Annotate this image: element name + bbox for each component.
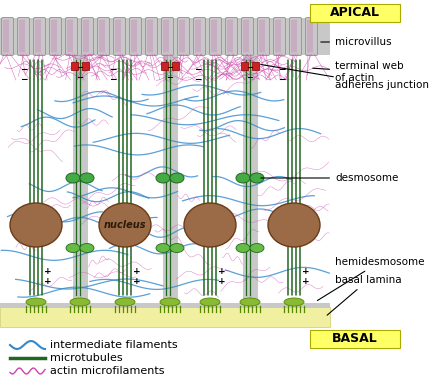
- Ellipse shape: [99, 203, 151, 247]
- Bar: [252, 62, 259, 70]
- FancyBboxPatch shape: [225, 17, 238, 56]
- Bar: [243, 55, 258, 307]
- Bar: [73, 55, 88, 307]
- Text: +: +: [302, 278, 310, 286]
- FancyBboxPatch shape: [34, 17, 45, 56]
- Bar: [82, 62, 89, 70]
- Text: +: +: [133, 267, 141, 276]
- Text: +: +: [44, 278, 52, 286]
- FancyBboxPatch shape: [66, 17, 78, 56]
- FancyBboxPatch shape: [310, 4, 400, 22]
- FancyBboxPatch shape: [82, 17, 93, 56]
- Text: microtubules: microtubules: [50, 353, 123, 363]
- FancyBboxPatch shape: [146, 17, 157, 56]
- Ellipse shape: [200, 298, 220, 306]
- Text: −: −: [278, 66, 285, 74]
- Bar: [178, 55, 243, 307]
- Bar: [0, 55, 73, 307]
- Text: −: −: [109, 76, 116, 85]
- FancyBboxPatch shape: [177, 17, 190, 56]
- Bar: [163, 55, 178, 307]
- FancyBboxPatch shape: [242, 17, 254, 56]
- FancyBboxPatch shape: [97, 17, 109, 56]
- FancyBboxPatch shape: [49, 17, 61, 56]
- FancyBboxPatch shape: [18, 17, 30, 56]
- Text: −: −: [109, 66, 116, 74]
- Ellipse shape: [250, 244, 264, 252]
- Ellipse shape: [240, 298, 260, 306]
- Ellipse shape: [170, 173, 184, 183]
- Text: −: −: [194, 76, 202, 85]
- Bar: [258, 55, 330, 307]
- FancyBboxPatch shape: [194, 17, 206, 56]
- Bar: [88, 55, 163, 307]
- Text: nucleus: nucleus: [104, 220, 146, 230]
- Text: +: +: [218, 278, 226, 286]
- Ellipse shape: [236, 244, 250, 252]
- Ellipse shape: [236, 173, 250, 183]
- FancyBboxPatch shape: [161, 17, 173, 56]
- Text: −: −: [166, 73, 173, 83]
- FancyBboxPatch shape: [310, 330, 400, 348]
- FancyBboxPatch shape: [1, 17, 14, 56]
- Bar: [0, 18, 330, 56]
- Text: −: −: [166, 64, 173, 73]
- Text: actin microfilaments: actin microfilaments: [50, 366, 164, 376]
- Text: −: −: [246, 73, 253, 83]
- Text: −: −: [194, 66, 202, 74]
- FancyBboxPatch shape: [130, 17, 142, 56]
- Ellipse shape: [80, 173, 94, 183]
- Ellipse shape: [156, 173, 170, 183]
- Ellipse shape: [156, 244, 170, 252]
- Bar: [0, 303, 330, 308]
- Ellipse shape: [10, 203, 62, 247]
- Text: −: −: [20, 76, 27, 85]
- Bar: [71, 62, 78, 70]
- Text: intermediate filaments: intermediate filaments: [50, 340, 178, 350]
- FancyBboxPatch shape: [258, 17, 269, 56]
- Text: hemidesmosome: hemidesmosome: [318, 257, 425, 301]
- Text: APICAL: APICAL: [330, 7, 380, 20]
- Text: adherens junction: adherens junction: [261, 64, 429, 90]
- FancyBboxPatch shape: [113, 17, 126, 56]
- Bar: [172, 62, 179, 70]
- Text: +: +: [44, 267, 52, 276]
- Ellipse shape: [26, 298, 46, 306]
- Bar: [241, 62, 248, 70]
- Ellipse shape: [184, 203, 236, 247]
- Text: basal lamina: basal lamina: [327, 275, 402, 315]
- Text: −: −: [278, 76, 285, 85]
- Bar: [0, 307, 330, 327]
- Ellipse shape: [80, 244, 94, 252]
- Text: −: −: [76, 73, 83, 83]
- FancyBboxPatch shape: [289, 17, 302, 56]
- Bar: [0, 55, 330, 307]
- Ellipse shape: [160, 298, 180, 306]
- FancyBboxPatch shape: [306, 17, 318, 56]
- Text: −: −: [246, 64, 253, 73]
- FancyBboxPatch shape: [209, 17, 221, 56]
- Ellipse shape: [70, 298, 90, 306]
- Text: +: +: [218, 267, 226, 276]
- Ellipse shape: [284, 298, 304, 306]
- FancyBboxPatch shape: [273, 17, 285, 56]
- Text: +: +: [302, 267, 310, 276]
- Text: microvillus: microvillus: [321, 37, 392, 47]
- Ellipse shape: [115, 298, 135, 306]
- Text: −: −: [20, 66, 27, 74]
- Ellipse shape: [66, 173, 80, 183]
- Text: BASAL: BASAL: [332, 332, 378, 345]
- Text: terminal web
of actin: terminal web of actin: [313, 61, 404, 83]
- Text: desmosome: desmosome: [261, 173, 398, 183]
- Text: −: −: [76, 64, 83, 73]
- Ellipse shape: [66, 244, 80, 252]
- Ellipse shape: [268, 203, 320, 247]
- Bar: [161, 62, 168, 70]
- Ellipse shape: [170, 244, 184, 252]
- Ellipse shape: [250, 173, 264, 183]
- Text: +: +: [133, 278, 141, 286]
